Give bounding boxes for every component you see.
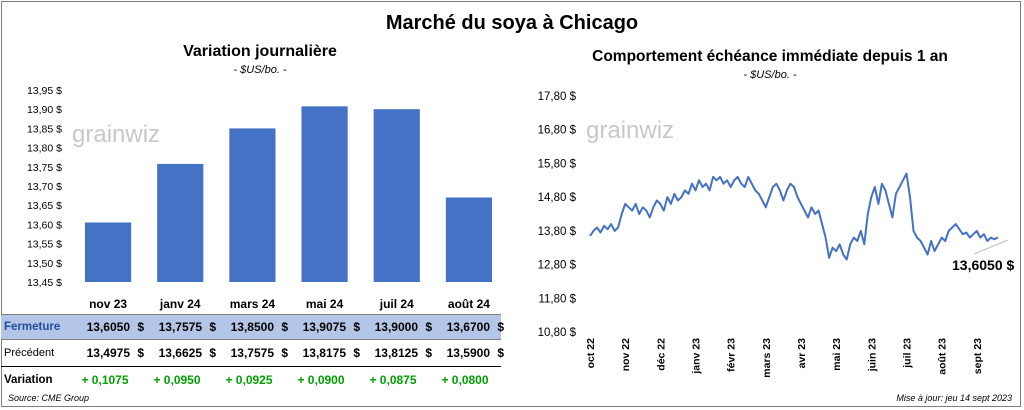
- x-tick-label: août 24: [448, 297, 490, 311]
- table-cell: 13,8500 $: [213, 314, 288, 340]
- x-tick-label: mars 24: [230, 297, 276, 311]
- last-price-callout: 13,6050 $: [952, 257, 1014, 273]
- table-cell: + 0,0925: [225, 373, 273, 387]
- callout-leader: [973, 239, 1009, 255]
- table-cell: + 0,0900: [297, 373, 345, 387]
- row-label-previous: Précédent: [1, 339, 69, 367]
- y-tick-label: 13,70 $: [27, 181, 62, 193]
- table-cell: 13,6050 $: [69, 314, 144, 340]
- x-tick-label: janv 23: [691, 338, 703, 375]
- table-cell: 13,5900 $: [429, 339, 504, 367]
- table-row-previous: Précédent 13,4975 $ 13,6625 $ 13,7575 $ 13,…: [1, 339, 504, 367]
- y-tick-label: 13,50 $: [27, 258, 62, 270]
- bar-chart-watermark: grainwiz: [72, 121, 160, 148]
- x-tick-label: mai 24: [306, 297, 344, 311]
- updated-note: Mise à jour: jeu 14 sept 2023: [896, 393, 1012, 403]
- line-chart-unit: - $US/bo. -: [743, 69, 797, 81]
- contracts-table: Fermeture 13,6050 $ 13,7575 $ 13,8500 $ 13,…: [1, 314, 504, 394]
- y-tick-label: 13,60 $: [27, 219, 62, 231]
- bar: [301, 106, 348, 282]
- bar-chart-unit: - $US/bo. -: [233, 64, 287, 76]
- x-tick-label: janv 24: [159, 297, 201, 311]
- line-chart-watermark: grainwiz: [586, 117, 674, 144]
- y-tick-label: 13,75 $: [27, 162, 62, 174]
- line-chart-title: Comportement échéance immédiate depuis 1…: [592, 48, 948, 65]
- table-cell: 13,8175 $: [285, 339, 360, 367]
- bar: [445, 197, 493, 282]
- y-tick-label: 13,65 $: [27, 200, 62, 212]
- table-cell: + 0,0875: [369, 373, 417, 387]
- y-tick-label: 13,90 $: [27, 104, 62, 116]
- y-tick-label: 13,55 $: [27, 239, 62, 251]
- line-chart: grainwiz 10,80 $ 11,80 $ 12,80 $ 13,80 $ 14,…: [538, 91, 1015, 378]
- table-cell: 13,7575 $: [213, 339, 288, 367]
- x-tick-label: nov 23: [89, 297, 127, 311]
- y-tick-label: 13,85 $: [27, 123, 62, 135]
- source-note: Source: CME Group: [8, 393, 90, 403]
- table-cell: + 0,1075: [81, 373, 129, 387]
- x-tick-label: avr 23: [796, 338, 808, 369]
- x-tick-label: févr 23: [726, 338, 738, 372]
- bar-chart: grainwiz 13,45 $ 13,50 $ 13,55 $ 13,60 $ 13,…: [27, 85, 493, 311]
- table-cell: 13,9075 $: [285, 314, 360, 340]
- bar: [373, 109, 420, 282]
- y-tick-label: 13,80 $: [27, 143, 62, 155]
- main-title: Marché du soya à Chicago: [385, 12, 639, 34]
- x-tick-label: mai 23: [831, 338, 843, 371]
- bar: [84, 222, 132, 282]
- x-tick-label: juil 23: [902, 338, 914, 369]
- y-tick-label: 14,80 $: [538, 192, 577, 204]
- y-tick-label: 16,80 $: [538, 125, 577, 137]
- y-tick-label: 13,95 $: [27, 85, 62, 97]
- x-tick-label: juin 23: [866, 338, 878, 372]
- y-tick-label: 11,80 $: [538, 293, 576, 305]
- bar: [229, 128, 276, 282]
- table-cell: 13,9000 $: [357, 314, 432, 340]
- table-row-variation: Variation + 0,1075 + 0,0950 + 0,0925 + 0…: [1, 367, 501, 394]
- table-cell: 13,4975 $: [69, 339, 144, 367]
- y-tick-label: 13,45 $: [27, 277, 62, 289]
- bar-chart-title: Variation journalière: [183, 43, 337, 60]
- price-series-line: [589, 172, 999, 261]
- table-cell: 13,7575 $: [141, 314, 216, 340]
- x-tick-label: sept 23: [972, 338, 984, 374]
- x-tick-label: août 23: [937, 338, 949, 375]
- table-row-closing: Fermeture 13,6050 $ 13,7575 $ 13,8500 $ 13,…: [1, 314, 504, 340]
- y-tick-label: 15,80 $: [538, 158, 577, 170]
- y-tick-label: 12,80 $: [538, 260, 577, 272]
- x-tick-label: nov 22: [620, 338, 632, 371]
- bar: [157, 163, 204, 282]
- y-tick-label: 17,80 $: [538, 91, 577, 103]
- table-cell: 13,8125 $: [357, 339, 432, 367]
- x-tick-label: oct 22: [585, 338, 597, 369]
- x-tick-label: juil 24: [379, 297, 414, 311]
- table-cell: 13,6625 $: [141, 339, 216, 367]
- table-cell: 13,6700 $: [429, 314, 504, 340]
- row-label-variation: Variation: [4, 374, 53, 386]
- x-tick-label: mars 23: [761, 338, 773, 378]
- table-cell: + 0,0950: [153, 373, 201, 387]
- row-label-closing: Fermeture: [1, 314, 69, 340]
- table-cell: + 0,0800: [441, 373, 489, 387]
- x-tick-label: déc 22: [655, 338, 667, 371]
- y-tick-label: 10,80 $: [538, 327, 577, 339]
- y-tick-label: 13,80 $: [538, 226, 577, 238]
